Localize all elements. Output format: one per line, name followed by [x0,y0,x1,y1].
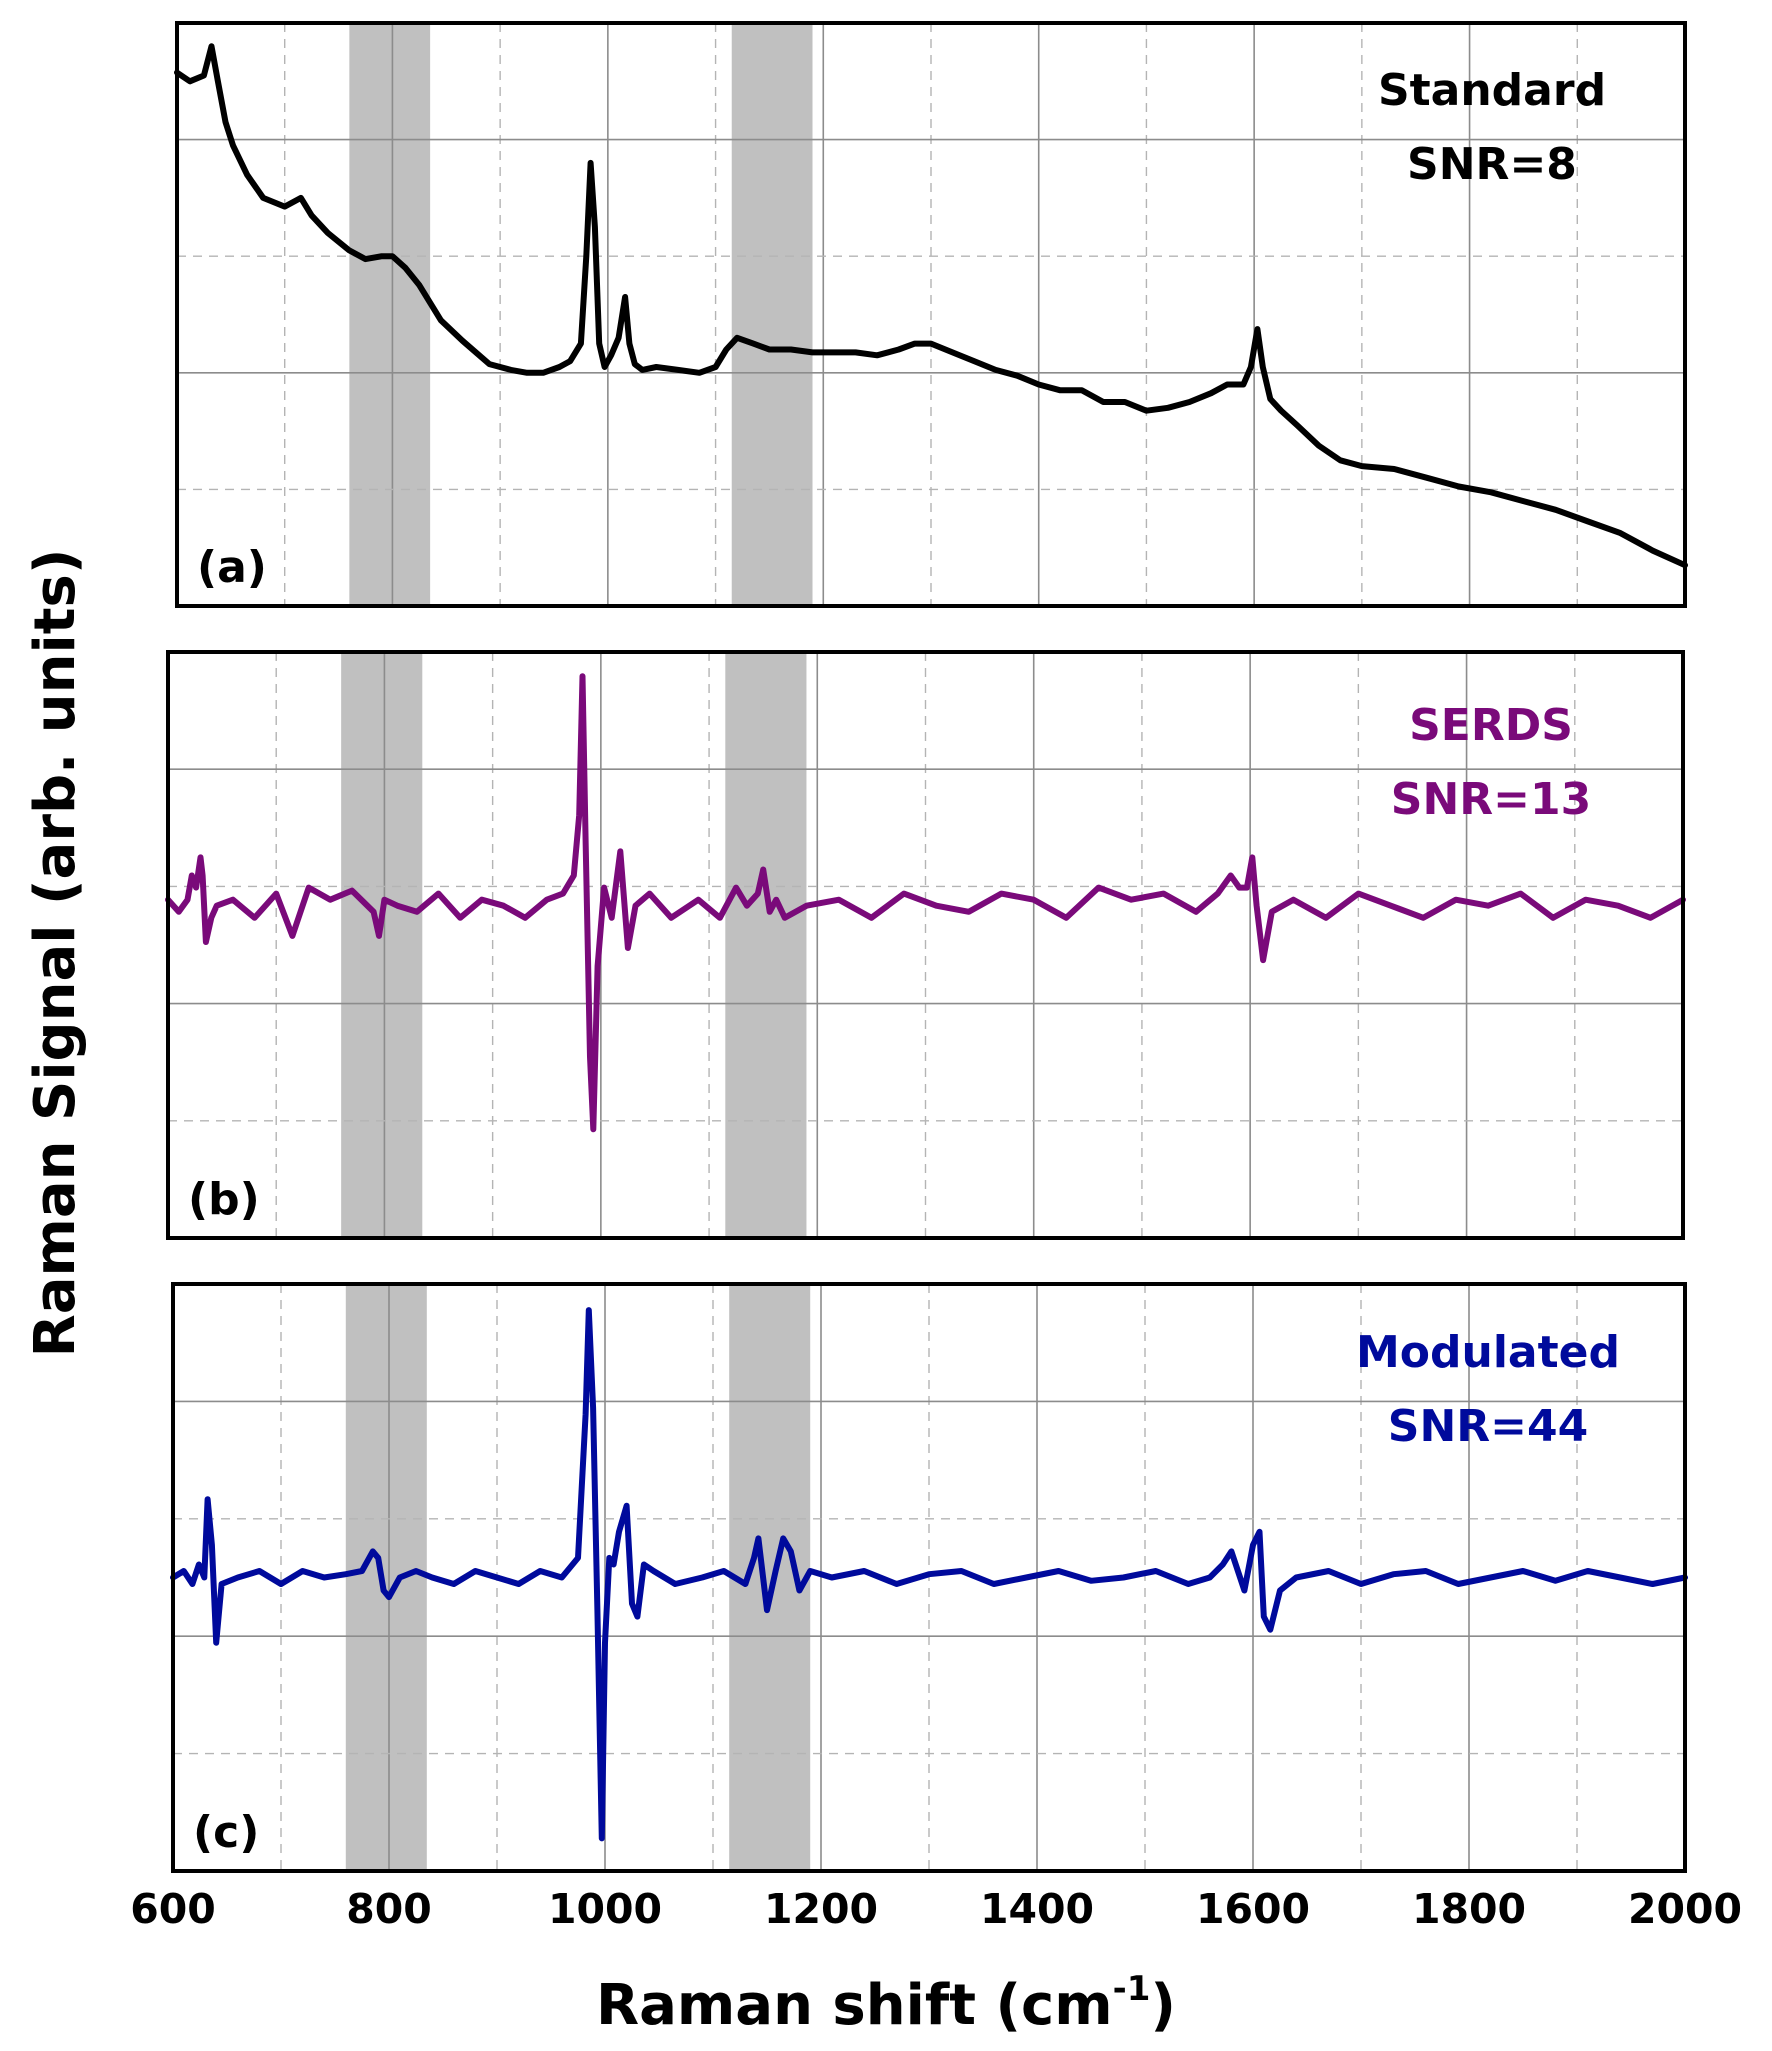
panel-c-frame [171,1282,1687,1873]
x-tick-label-1000: 1000 [548,1885,662,1933]
panel-b-spectrum-line [165,673,1686,1133]
y-axis-label: Raman Signal (arb. units) [23,549,88,1358]
x-tick-label-1800: 1800 [1412,1885,1526,1933]
panel-b: (b) SERDS SNR=13 [165,650,1686,1240]
panel-b-shaded-region-1 [341,652,423,1238]
x-axis-label-suffix: ) [1150,1973,1176,2038]
x-tick-label-600: 600 [130,1885,216,1933]
panel-c-spectrum-line [170,1307,1688,1842]
panel-c: (c) Modulated SNR=44 [170,1282,1688,1873]
panel-a-shaded-region-1 [349,23,431,606]
x-tick-label-1200: 1200 [764,1885,878,1933]
panel-a-shaded-region-2 [731,23,813,606]
x-tick-labels: 600 800 1000 1200 1400 1600 1800 2000 [130,1885,1742,1933]
panel-c-annotation-snr: SNR=44 [1388,1401,1589,1452]
x-axis-label-main: Raman shift (cm [596,1973,1113,2038]
panel-c-label: (c) [193,1807,259,1858]
panel-a-annotation-title: Standard [1378,65,1606,116]
panel-b-label: (b) [188,1174,260,1225]
panel-a-label: (a) [197,542,267,593]
panel-c-shaded-region-1 [345,1284,427,1871]
x-axis-label: Raman shift (cm-1) [596,1969,1176,2038]
panel-a: (a) Standard SNR=8 [174,21,1688,608]
panel-b-frame [166,650,1685,1240]
panel-a-annotation-snr: SNR=8 [1407,139,1577,190]
x-tick-label-800: 800 [346,1885,432,1933]
x-tick-label-1600: 1600 [1196,1885,1310,1933]
x-tick-label-1400: 1400 [980,1885,1094,1933]
x-tick-label-2000: 2000 [1628,1885,1742,1933]
panel-b-annotation-snr: SNR=13 [1391,774,1592,825]
panel-c-annotation-title: Modulated [1356,1327,1620,1378]
panel-a-frame [175,21,1687,608]
x-axis-label-superscript: -1 [1113,1969,1151,2009]
panel-b-annotation-title: SERDS [1409,700,1573,751]
panel-b-shaded-region-2 [725,652,807,1238]
panel-a-spectrum-line [174,43,1688,569]
